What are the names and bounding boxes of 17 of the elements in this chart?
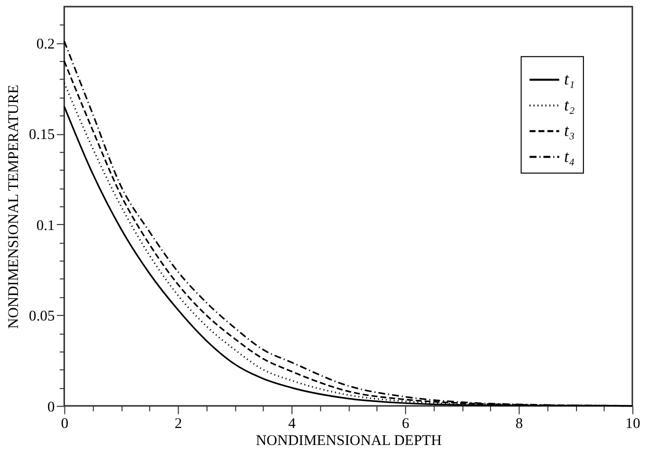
x-tick-label: 6 xyxy=(402,416,410,432)
legend-label: t₂ xyxy=(564,95,575,114)
legend-label: t₁ xyxy=(564,70,575,89)
y-tick-label: 0.15 xyxy=(28,127,55,144)
y-tick-label: 0.1 xyxy=(36,218,55,234)
x-tick-label: 10 xyxy=(625,416,640,432)
x-tick-label: 8 xyxy=(516,416,523,432)
y-axis-title: NONDIMENSIONAL TEMPERATURE xyxy=(6,84,22,329)
y-tick-label: 0.2 xyxy=(36,36,55,52)
legend-label: t₃ xyxy=(564,121,575,140)
x-tick-label: 0 xyxy=(61,416,68,432)
x-tick-label: 4 xyxy=(288,416,296,432)
x-axis-title: NONDIMENSIONAL DEPTH xyxy=(256,432,442,449)
y-tick-label: 0.05 xyxy=(28,308,55,325)
legend-label: t₄ xyxy=(564,146,575,166)
y-tick-label: 0 xyxy=(47,399,55,416)
x-tick-label: 2 xyxy=(174,416,182,432)
